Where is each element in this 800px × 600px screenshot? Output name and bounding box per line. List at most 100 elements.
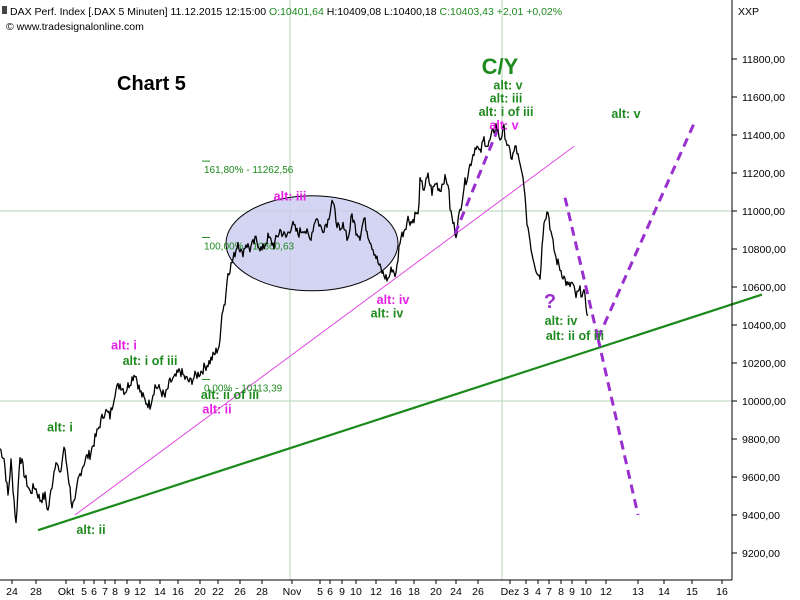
y-tick-label: 11400,00 (742, 130, 785, 142)
header-title: DAX Perf. Index [.DAX 5 Minuten] (10, 6, 168, 18)
x-tick-label: 10 (580, 586, 592, 598)
wave-label: alt: i (111, 339, 137, 353)
grid (0, 0, 732, 580)
x-tick-label: 28 (256, 586, 268, 598)
x-tick-label: 26 (234, 586, 246, 598)
x-tick-label: 16 (172, 586, 184, 598)
x-tick-label: 15 (686, 586, 698, 598)
header-datetime: 11.12.2015 12:15:00 (171, 6, 267, 18)
wave-label: alt: i of iii (123, 354, 178, 368)
y-tick-label: 9400,00 (742, 510, 780, 522)
wave-label: alt: v (493, 78, 522, 92)
x-tick-label: 12 (134, 586, 146, 598)
x-tick-label: 28 (30, 586, 42, 598)
x-tick-label: 24 (450, 586, 462, 598)
x-tick-label: 8 (112, 586, 118, 598)
trendline-purple (563, 197, 600, 339)
y-axis: 11800,00 11600,00 11400,00 11200,00 11000,00… (732, 54, 786, 560)
chart-title: Chart 5 (117, 73, 186, 95)
trendline-purple (596, 337, 640, 516)
wave-label: alt: i of iii (479, 105, 534, 119)
y-tick-label: 10200,00 (742, 358, 786, 370)
trendline-purple (596, 122, 696, 339)
trendline-green (37, 293, 763, 532)
fib-level-label: 0,00% - 10113,39 (204, 383, 283, 394)
y-tick-label: 9800,00 (742, 434, 780, 446)
wave-label: alt: iii (490, 92, 523, 106)
x-tick-label: 20 (430, 586, 442, 598)
header-low: L:10400,18 (384, 6, 437, 18)
header-close: C:10403,43 +2,01 +0,02% (440, 6, 563, 18)
y-tick-label: 9200,00 (742, 548, 780, 560)
trendline-magenta (74, 145, 575, 516)
x-tick-label: 12 (370, 586, 382, 598)
x-tick-label: 5 (81, 586, 87, 598)
x-tick-label: 9 (339, 586, 345, 598)
x-tick-label: Dez (501, 586, 520, 598)
wave-label: alt: iv (371, 306, 404, 320)
chart-header: DAX Perf. Index [.DAX 5 Minuten] 11.12.2… (2, 6, 759, 33)
y-tick-label: 9600,00 (742, 472, 780, 484)
y-tick-label: 11200,00 (742, 168, 785, 180)
x-tick-label: 14 (658, 586, 670, 598)
wave-label: alt: iv (377, 293, 410, 307)
wave-label: ? (544, 291, 556, 313)
x-tick-label: 6 (91, 586, 97, 598)
y-tick-label: 10800,00 (742, 244, 786, 256)
x-tick-label: 13 (632, 586, 644, 598)
wave-label: alt: v (611, 107, 640, 121)
plot-background (0, 0, 732, 580)
y-tick-label: 11000,00 (742, 206, 785, 218)
header-marker-icon (2, 6, 7, 14)
header-open: O:10401,64 (269, 6, 324, 18)
x-tick-label: 18 (408, 586, 420, 598)
copyright-text: © www.tradesignalonline.com (6, 21, 144, 33)
x-tick-label: 5 (317, 586, 323, 598)
wave-label: alt: ii (202, 402, 231, 416)
wave-label: C/Y (482, 54, 519, 79)
x-tick-label: 7 (546, 586, 552, 598)
trendline-purple (453, 130, 499, 235)
x-tick-label: 6 (327, 586, 333, 598)
price-line (0, 123, 589, 524)
x-tick-label: 3 (523, 586, 529, 598)
wave-label: alt: iv (545, 314, 578, 328)
wave-label: alt: iii (274, 190, 307, 204)
wave-label: alt: ii of iii (546, 329, 604, 343)
x-tick-label: 9 (124, 586, 130, 598)
svg-text:DAX Perf. Index [.DAX 5 Minut: DAX Perf. Index [.DAX 5 Minuten] 11.12.2… (10, 6, 562, 18)
y-tick-label: 10400,00 (742, 320, 786, 332)
wave-label: alt: i (47, 420, 73, 434)
x-tick-label: 4 (535, 586, 541, 598)
y-tick-label: 10600,00 (742, 282, 786, 294)
x-axis: 24 28 Okt 5 6 7 8 9 12 14 16 20 22 26 28 Nov 5 6 9 10 12 16 18… (6, 580, 728, 598)
wave-label: alt: ii of iii (201, 388, 259, 402)
x-tick-label: 16 (716, 586, 728, 598)
trendlines-front (453, 122, 696, 516)
x-tick-label: 12 (600, 586, 612, 598)
x-tick-label: 7 (102, 586, 108, 598)
wave-label: alt: ii (76, 523, 105, 537)
consolidation-ellipse (225, 195, 399, 292)
x-tick-label: 10 (350, 586, 362, 598)
trendlines-back (37, 145, 763, 532)
wave-label: alt: v (489, 118, 518, 132)
x-tick-label: 9 (569, 586, 575, 598)
y-tick-label: 10000,00 (742, 396, 786, 408)
x-tick-label: 26 (472, 586, 484, 598)
x-tick-label: Nov (283, 586, 302, 598)
y-tick-label: 11800,00 (742, 54, 785, 66)
x-tick-label: 20 (194, 586, 206, 598)
x-tick-label: 24 (6, 586, 18, 598)
x-tick-label: 16 (390, 586, 402, 598)
x-tick-label: 8 (558, 586, 564, 598)
x-tick-label: Okt (58, 586, 74, 598)
x-tick-label: 22 (212, 586, 224, 598)
y-tick-label: 11600,00 (742, 92, 785, 104)
fib-level-label: 161,80% - 11262,56 (204, 165, 294, 176)
x-tick-label: 14 (154, 586, 166, 598)
header-high: H:10409,08 (327, 6, 381, 18)
axis-name: XXP (738, 6, 759, 18)
